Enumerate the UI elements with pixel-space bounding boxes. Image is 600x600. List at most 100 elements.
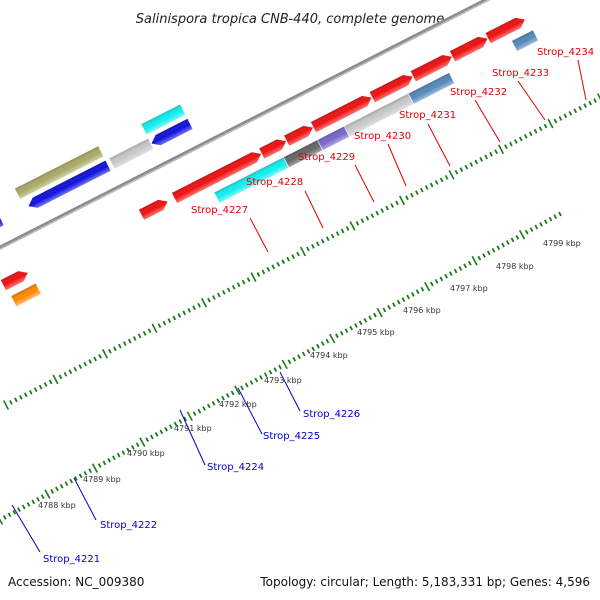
major-tick [52, 374, 59, 385]
minor-tick [271, 264, 276, 270]
minor-tick [320, 341, 325, 347]
major-tick [518, 229, 526, 240]
gene-label-strop-4224[interactable]: Strop_4224 [207, 462, 264, 473]
minor-tick [98, 354, 102, 359]
minor-tick [429, 182, 434, 188]
minor-tick [573, 108, 578, 114]
gene-label-strop-4231[interactable]: Strop_4231 [399, 110, 456, 121]
gene-red-6-shading [410, 54, 453, 82]
minor-tick [78, 364, 83, 369]
minor-tick [583, 103, 587, 109]
kbp-label: 4793 kbp [264, 376, 302, 385]
major-tick [2, 400, 10, 410]
gene-label-strop-4225[interactable]: Strop_4225 [263, 431, 320, 442]
gene-red-1-shading [171, 151, 262, 204]
minor-tick [514, 139, 518, 144]
gene-label-strop-4230[interactable]: Strop_4230 [354, 131, 411, 142]
minor-tick [529, 227, 534, 232]
minor-tick [291, 254, 295, 259]
minor-tick [50, 489, 55, 494]
minor-tick [515, 234, 520, 240]
leader-line [517, 80, 546, 121]
minor-tick [178, 419, 183, 424]
major-tick [376, 307, 383, 318]
gene-label-strop-4229[interactable]: Strop_4229 [298, 152, 355, 163]
kbp-label: 4794 kbp [310, 351, 348, 360]
major-tick [234, 385, 241, 396]
minor-tick [311, 346, 316, 352]
major-tick [101, 349, 109, 359]
minor-tick [113, 346, 117, 352]
leader-line [279, 371, 301, 412]
gene-label-strop-4221[interactable]: Strop_4221 [43, 554, 100, 565]
minor-tick [112, 455, 116, 461]
minor-tick [568, 110, 573, 116]
leader-line [474, 99, 501, 143]
minor-tick [244, 382, 249, 388]
backbone-highlight [0, 0, 541, 302]
minor-tick [504, 144, 508, 149]
major-tick [91, 463, 99, 473]
minor-tick [230, 390, 235, 396]
kbp-label: 4797 kbp [450, 284, 488, 293]
minor-tick [197, 408, 202, 414]
minor-tick [254, 377, 259, 383]
gene-red-8-shading [485, 17, 526, 44]
leader-line [73, 477, 97, 521]
major-tick [186, 411, 193, 422]
minor-tick [263, 372, 268, 378]
gene-red-4-shading [310, 95, 373, 133]
leader-line [249, 217, 269, 253]
minor-tick [563, 113, 568, 119]
minor-tick [118, 343, 122, 349]
minor-tick [405, 195, 409, 201]
gene-label-strop-4234[interactable]: Strop_4234 [537, 47, 594, 58]
minor-tick [401, 297, 406, 302]
leader-line [11, 504, 41, 553]
minor-tick [419, 187, 424, 193]
minor-tick [33, 387, 38, 393]
minor-tick [509, 141, 513, 147]
minor-tick [63, 371, 68, 377]
minor-tick [370, 213, 375, 219]
minor-tick [390, 203, 394, 208]
major-tick [151, 323, 158, 334]
leader-line [577, 59, 587, 101]
minor-tick [259, 375, 263, 380]
minor-tick [150, 434, 154, 440]
minor-tick [385, 205, 389, 211]
gene-label-strop-4222[interactable]: Strop_4222 [100, 520, 157, 531]
minor-tick [489, 151, 493, 157]
minor-tick [424, 185, 429, 190]
gene-red-3-shading [283, 125, 314, 147]
map-title: Salinispora tropica CNB-440, complete ge… [136, 12, 444, 27]
minor-tick [122, 341, 127, 346]
minor-tick [172, 315, 177, 321]
gene-label-strop-4233[interactable]: Strop_4233 [492, 68, 549, 79]
minor-tick [453, 268, 458, 274]
minor-tick [169, 424, 173, 430]
minor-tick [444, 273, 448, 279]
minor-tick [558, 116, 563, 121]
minor-tick [491, 247, 496, 253]
minor-tick [167, 318, 172, 323]
minor-tick [593, 98, 597, 103]
minor-tick [296, 251, 300, 257]
gene-label-strop-4228[interactable]: Strop_4228 [246, 177, 303, 188]
minor-tick [458, 266, 463, 271]
minor-tick [74, 476, 78, 481]
gene-label-strop-4227[interactable]: Strop_4227 [191, 205, 248, 216]
minor-tick [474, 159, 479, 165]
minor-tick [142, 330, 147, 336]
minor-tick [236, 282, 241, 288]
gene-label-strop-4232[interactable]: Strop_4232 [450, 87, 507, 98]
minor-tick [449, 271, 453, 277]
minor-tick [135, 442, 140, 448]
gene-red-10-shading [0, 270, 29, 291]
gene-label-strop-4226[interactable]: Strop_4226 [303, 409, 360, 420]
minor-tick [182, 310, 187, 316]
minor-tick [276, 261, 281, 267]
minor-tick [340, 228, 345, 234]
minor-tick [292, 356, 297, 362]
minor-tick [197, 302, 201, 308]
